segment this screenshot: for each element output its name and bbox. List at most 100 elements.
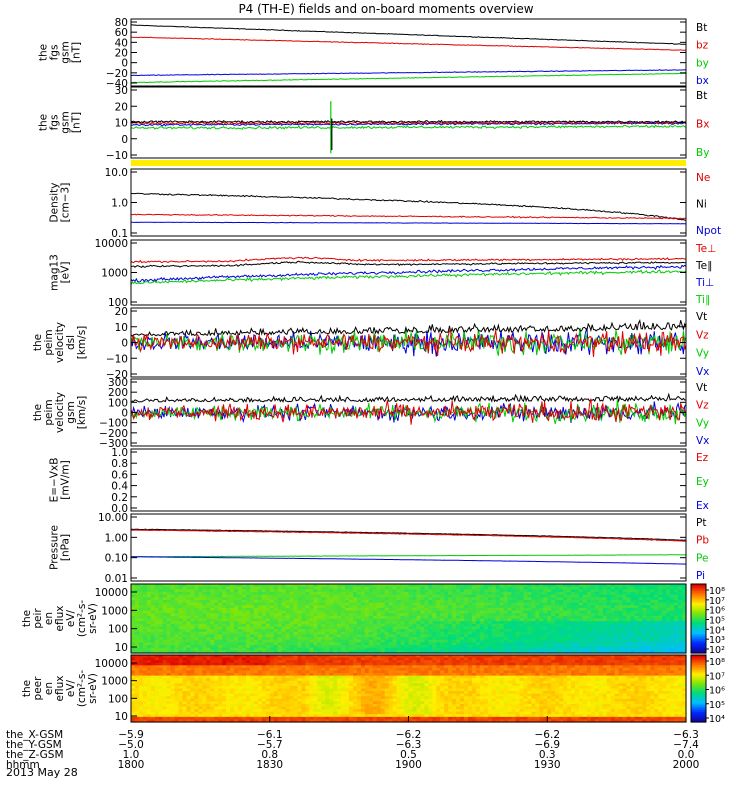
colorbar-tick-label: 10⁴ bbox=[709, 625, 725, 636]
xaxis-value: −6.9 bbox=[535, 739, 561, 751]
xaxis-row-label: the_Y-GSM bbox=[6, 739, 62, 751]
series-line bbox=[130, 264, 687, 283]
ytick-label: 0 bbox=[121, 338, 128, 350]
ytick-label: −300 bbox=[99, 438, 128, 450]
series-line bbox=[130, 328, 687, 356]
xaxis-row-label: the_Z-GSM bbox=[6, 749, 64, 761]
colorbar-tick-label: 10² bbox=[709, 645, 725, 656]
ytick-label: 0 bbox=[121, 134, 128, 146]
legend-entry: Ti∥ bbox=[695, 294, 710, 306]
date-label: 2013 May 28 bbox=[6, 766, 78, 779]
ytick-label: 10 bbox=[115, 118, 128, 130]
ytick-label: 10000 bbox=[95, 658, 128, 670]
legend-entry: by bbox=[696, 57, 709, 69]
ytick-label: 0 bbox=[121, 408, 128, 420]
series-line bbox=[130, 69, 687, 77]
ytick-label: 10 bbox=[115, 711, 128, 723]
series-line bbox=[130, 392, 687, 403]
series-line bbox=[130, 556, 686, 565]
ytick-label: 1.0 bbox=[111, 198, 128, 210]
ytick-label: 100 bbox=[108, 397, 128, 409]
series-line bbox=[130, 24, 687, 45]
series-line bbox=[130, 329, 687, 357]
colorbar-tick-label: 10⁵ bbox=[709, 700, 725, 711]
xaxis-value: 0.3 bbox=[539, 749, 556, 761]
colorbar-tick-label: 10⁶ bbox=[709, 606, 725, 617]
panel-frame bbox=[130, 18, 687, 87]
panel-frame bbox=[130, 513, 687, 582]
legend-entry: Vz bbox=[696, 329, 709, 341]
legend-entry: Npot bbox=[696, 225, 721, 237]
ytick-label: 10.00 bbox=[98, 512, 128, 524]
panel-frame bbox=[130, 307, 687, 378]
ytick-label: 10000 bbox=[95, 238, 128, 250]
series-line bbox=[130, 221, 687, 225]
xaxis-value: 1830 bbox=[256, 759, 283, 771]
ytick-label: 30 bbox=[115, 85, 128, 97]
ytick-label: 1.0 bbox=[111, 447, 128, 459]
colorbar-tick-label: 10⁸ bbox=[709, 657, 725, 668]
xaxis-value: −5.0 bbox=[118, 739, 144, 751]
ytick-label: −40 bbox=[106, 78, 128, 90]
panel-ylabel: thepeirenefluxeV/(cm²-s-sr-eV) bbox=[21, 600, 99, 638]
ytick-label: 20 bbox=[115, 306, 128, 318]
xaxis-value: −7.4 bbox=[673, 739, 699, 751]
panel-peir-en-eflux: thepeirenefluxeV/(cm²-s-sr-eV) 10⁸10⁷10⁶1… bbox=[21, 583, 725, 656]
legend-entry: Pb bbox=[696, 535, 709, 547]
ytick-label: 100 bbox=[108, 624, 128, 636]
legend-entry: Vt bbox=[696, 382, 707, 394]
series-line bbox=[130, 124, 687, 130]
mode-bar bbox=[131, 160, 686, 166]
panel-frame bbox=[130, 168, 687, 237]
series-line bbox=[131, 192, 687, 221]
panel-ylabel: E=−VxB[mV/m] bbox=[49, 458, 72, 503]
panel-temperature: mag13[eV] 10000 1000 100 Te⊥ Te∥ Ti⊥ Ti∥ bbox=[49, 238, 717, 309]
series-line bbox=[130, 529, 687, 542]
ytick-label: 0.1 bbox=[111, 228, 128, 240]
series-line bbox=[130, 36, 686, 51]
series-line bbox=[131, 72, 686, 84]
legend-entry: Pe bbox=[696, 552, 708, 564]
colorbar-tick-label: 10⁷ bbox=[709, 596, 725, 607]
colorbar-tick-label: 10³ bbox=[709, 635, 725, 646]
xaxis-row-label: the_X-GSM bbox=[6, 729, 63, 741]
colorbar-tick-label: 10⁵ bbox=[709, 616, 725, 627]
panel-ylabel: thefgsgsm[nT] bbox=[38, 41, 83, 63]
ytick-label: −100 bbox=[99, 418, 128, 430]
xaxis-value: 0.8 bbox=[261, 749, 278, 761]
legend-entry: Ni bbox=[696, 199, 707, 211]
panel-e-field: E=−VxB[mV/m] 1.00.80.60.40.20.0 Ez Ey Ex bbox=[49, 447, 709, 515]
xaxis-value: −6.3 bbox=[396, 739, 422, 751]
legend-entry: Ez bbox=[696, 452, 709, 464]
ytick-label: 0.8 bbox=[111, 458, 128, 470]
panel-ylabel: thepeimvelocitygsm[km/s] bbox=[32, 392, 88, 433]
xaxis-value: 1800 bbox=[118, 759, 145, 771]
ytick-label: 0.10 bbox=[105, 553, 128, 565]
ytick-label: 1000 bbox=[101, 605, 128, 617]
legend-entry: Ti⊥ bbox=[695, 277, 714, 289]
legend-entry: Pt bbox=[696, 517, 706, 529]
colorbar-tick-label: 10⁶ bbox=[709, 686, 725, 697]
ytick-label: 0 bbox=[121, 58, 128, 70]
panel-frame bbox=[130, 583, 687, 654]
panel-frame bbox=[130, 378, 687, 447]
legend-entry: Ey bbox=[696, 476, 709, 488]
panel-pressure: Pressure[nPa] 10.00 1.00 0.10 0.01 Pt Pb Pe Pi bbox=[49, 512, 710, 585]
legend-entry: Vx bbox=[696, 366, 709, 378]
ytick-label: 20 bbox=[115, 101, 128, 113]
panel-ylabel: thepeerenefluxeV/(cm²-s-sr-eV) bbox=[21, 670, 99, 708]
panel-density: Density[cm−3] 10.0 1.0 0.1 Ne Ni Npot bbox=[49, 167, 722, 240]
ytick-label: 10 bbox=[115, 322, 128, 334]
xaxis-value: −6.2 bbox=[535, 729, 561, 741]
ytick-label: 0.4 bbox=[111, 481, 128, 493]
panel-ylabel: thefgsgsm[nT] bbox=[38, 111, 83, 133]
legend-entry: Ne bbox=[696, 172, 710, 184]
legend-entry: Vx bbox=[696, 435, 709, 447]
legend-entry: Vy bbox=[696, 417, 709, 429]
ytick-label: −10 bbox=[106, 353, 128, 365]
xaxis-value: −6.2 bbox=[396, 729, 422, 741]
ytick-label: 1000 bbox=[101, 268, 128, 280]
panel-ylabel: thepeimvelocitydsl[km/s] bbox=[32, 322, 88, 363]
